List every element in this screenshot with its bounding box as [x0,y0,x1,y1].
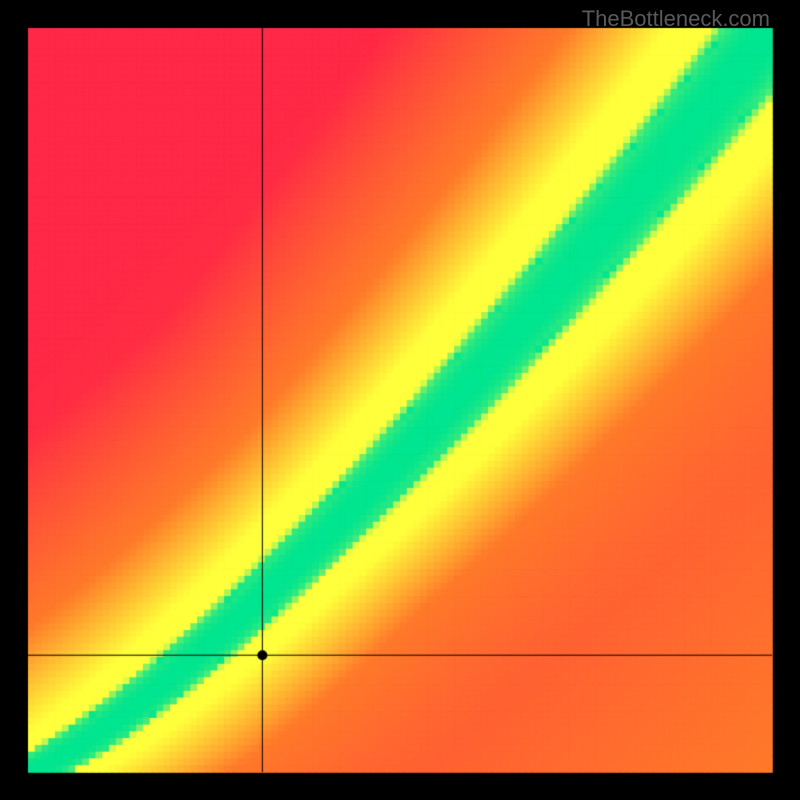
chart-container: TheBottleneck.com [0,0,800,800]
bottleneck-heatmap [0,0,800,800]
watermark-text: TheBottleneck.com [582,6,770,32]
